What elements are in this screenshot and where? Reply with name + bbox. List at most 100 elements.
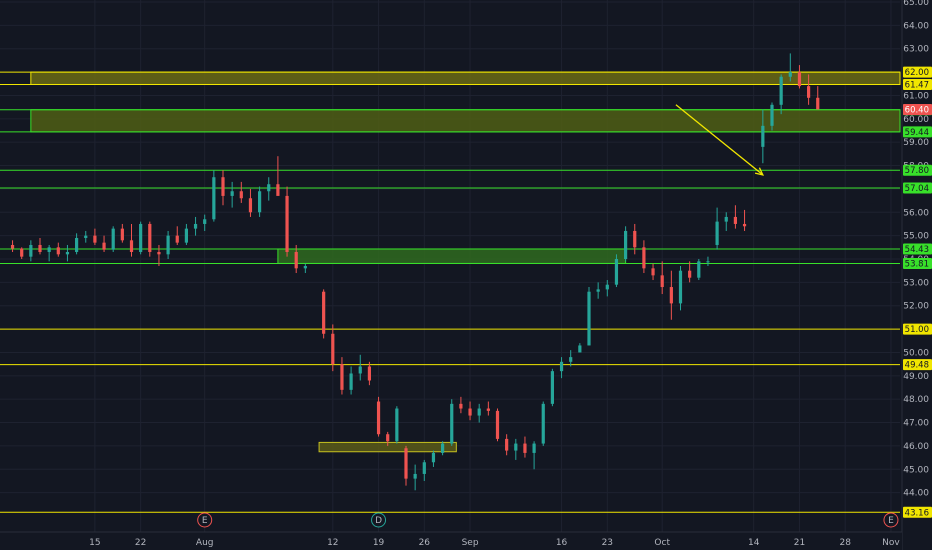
candle[interactable] xyxy=(212,170,216,222)
candle[interactable] xyxy=(349,366,353,395)
candle[interactable] xyxy=(770,102,774,131)
price-tag[interactable]: 51.00 xyxy=(903,323,932,336)
candle[interactable] xyxy=(395,406,399,444)
candle[interactable] xyxy=(733,205,737,229)
candle[interactable] xyxy=(486,401,490,416)
candle[interactable] xyxy=(624,226,628,262)
candles-layer[interactable] xyxy=(10,53,820,491)
candle[interactable] xyxy=(111,226,115,252)
zone-rect-2[interactable] xyxy=(277,248,627,264)
event-marker[interactable]: E xyxy=(197,512,213,528)
price-tag[interactable]: 54.43 xyxy=(903,243,932,255)
candle[interactable] xyxy=(706,256,710,267)
candle[interactable] xyxy=(441,441,445,456)
candle[interactable] xyxy=(367,361,371,386)
candle[interactable] xyxy=(495,408,500,442)
candle[interactable] xyxy=(422,459,426,481)
candle[interactable] xyxy=(38,237,42,255)
price-tag[interactable]: 60.40 xyxy=(903,103,932,116)
candle[interactable] xyxy=(569,350,573,367)
candle[interactable] xyxy=(614,254,619,288)
candle[interactable] xyxy=(203,214,207,231)
candle[interactable] xyxy=(514,438,518,460)
candle[interactable] xyxy=(742,209,747,231)
candle[interactable] xyxy=(139,221,143,255)
candle[interactable] xyxy=(166,230,170,259)
candle[interactable] xyxy=(587,287,591,346)
candle[interactable] xyxy=(779,74,783,115)
candle[interactable] xyxy=(450,399,454,446)
candle[interactable] xyxy=(477,403,481,423)
candle[interactable] xyxy=(578,343,582,353)
candle[interactable] xyxy=(65,244,70,262)
candle[interactable] xyxy=(559,357,564,379)
candle[interactable] xyxy=(788,53,792,82)
price-axis[interactable]: 44.00 45.00 46.00 47.00 48.00 49.00 50.00 51.00… xyxy=(901,0,932,550)
candle[interactable] xyxy=(459,396,463,414)
candle[interactable] xyxy=(633,223,637,255)
candle[interactable] xyxy=(75,233,79,255)
candle[interactable] xyxy=(715,207,719,250)
candle[interactable] xyxy=(660,261,664,295)
candle[interactable] xyxy=(340,357,344,395)
candle[interactable] xyxy=(294,244,298,274)
candle[interactable] xyxy=(148,221,152,257)
candle[interactable] xyxy=(605,280,609,297)
candle[interactable] xyxy=(20,247,24,259)
candle[interactable] xyxy=(688,261,692,283)
candle[interactable] xyxy=(157,244,161,267)
candle[interactable] xyxy=(596,282,600,299)
price-tag[interactable]: 57.04 xyxy=(903,182,932,194)
candle[interactable] xyxy=(221,170,225,206)
candle[interactable] xyxy=(239,181,243,203)
event-marker[interactable]: D xyxy=(371,512,387,528)
time-axis[interactable]: 15 22 Aug 12 19 26 Sep 16 23 Oct 14 21 28 Nov xyxy=(0,531,902,550)
candle[interactable] xyxy=(669,270,673,320)
zone-rect-1[interactable] xyxy=(30,109,901,133)
price-tag[interactable]: 49.48 xyxy=(903,359,932,371)
candle[interactable] xyxy=(541,401,545,446)
candle[interactable] xyxy=(386,431,390,446)
candle[interactable] xyxy=(816,86,820,110)
zone-rect-0[interactable] xyxy=(30,71,901,85)
candle[interactable] xyxy=(56,242,60,257)
price-tag[interactable]: 43.16 xyxy=(903,506,932,519)
candle[interactable] xyxy=(761,109,765,164)
candle[interactable] xyxy=(807,74,811,105)
candle[interactable] xyxy=(331,324,335,372)
candle[interactable] xyxy=(276,156,280,196)
candle[interactable] xyxy=(358,354,362,381)
candle[interactable] xyxy=(532,441,536,470)
price-tag[interactable]: 57.80 xyxy=(903,164,932,177)
candle[interactable] xyxy=(404,445,408,486)
candle[interactable] xyxy=(431,450,436,467)
candle[interactable] xyxy=(651,263,655,281)
candle[interactable] xyxy=(84,230,88,243)
candle[interactable] xyxy=(550,368,554,407)
trend-arrow-line[interactable] xyxy=(675,104,764,176)
candle[interactable] xyxy=(129,223,134,257)
price-tag[interactable]: 59.44 xyxy=(903,126,932,138)
price-tag[interactable]: 53.81 xyxy=(903,257,932,270)
candle[interactable] xyxy=(285,186,289,257)
candle[interactable] xyxy=(184,223,188,245)
candle[interactable] xyxy=(102,235,106,252)
candle[interactable] xyxy=(376,396,381,437)
candle[interactable] xyxy=(697,259,701,281)
candle[interactable] xyxy=(29,240,33,262)
candle[interactable] xyxy=(175,226,179,245)
price-tag[interactable]: 62.00 xyxy=(903,66,932,79)
candle[interactable] xyxy=(303,263,307,274)
candle[interactable] xyxy=(642,240,646,274)
candle[interactable] xyxy=(93,228,97,245)
candle[interactable] xyxy=(258,186,262,217)
candle[interactable] xyxy=(47,244,51,262)
candle[interactable] xyxy=(724,212,728,231)
candle[interactable] xyxy=(413,464,417,491)
event-marker[interactable]: E xyxy=(883,512,899,528)
candle[interactable] xyxy=(248,188,253,217)
candle[interactable] xyxy=(120,223,124,243)
candle[interactable] xyxy=(468,401,472,421)
